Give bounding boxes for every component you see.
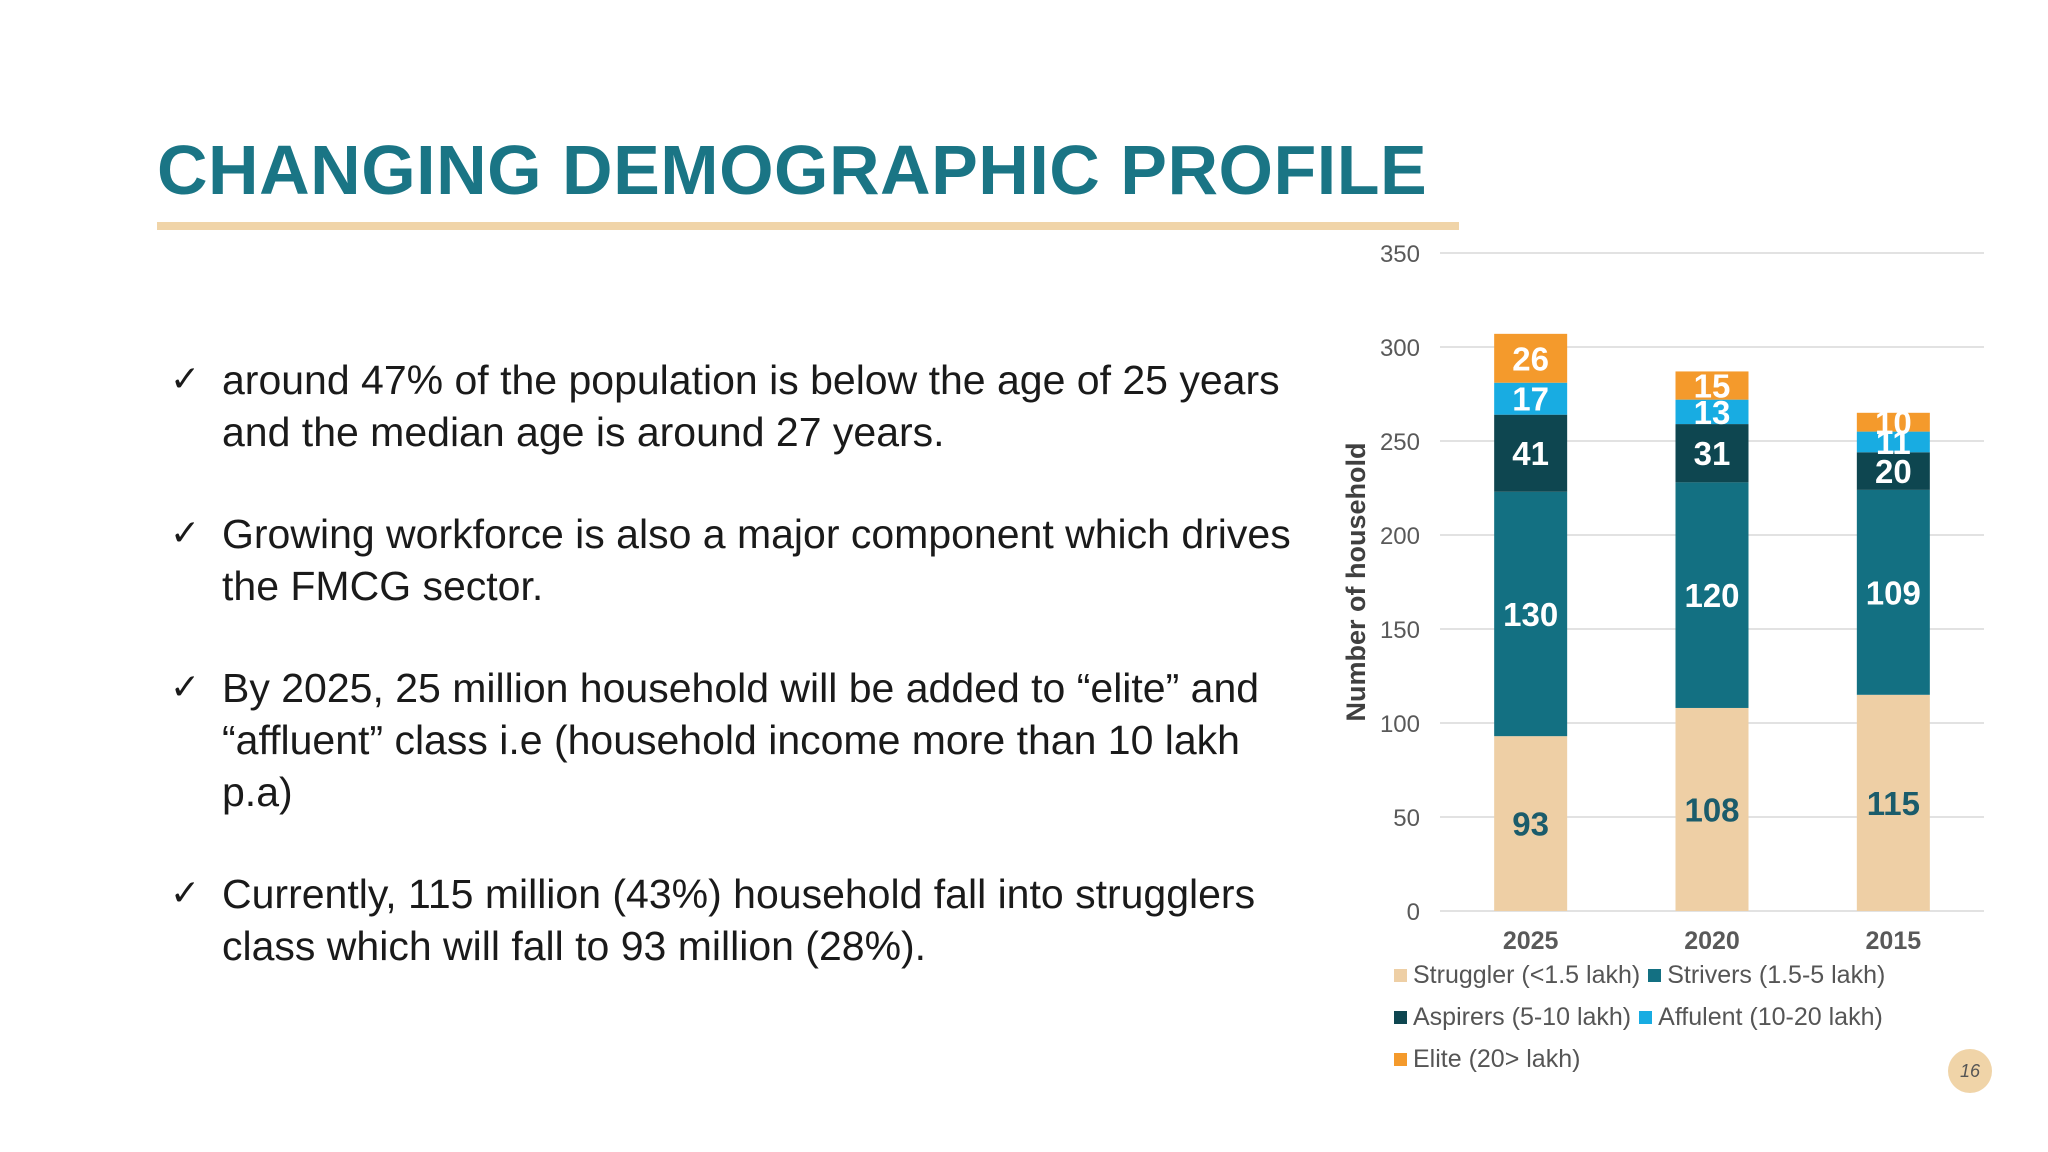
y-tick-label: 100: [1380, 711, 1420, 738]
bar-segment: [1856, 489, 1930, 695]
bar-segment: [1494, 333, 1568, 383]
title-underline: [157, 222, 1459, 230]
slide-title: CHANGING DEMOGRAPHIC PROFILE: [157, 131, 1428, 209]
bullet-item: ✓ By 2025, 25 million household will be …: [170, 662, 1320, 818]
bullet-item: ✓ Growing workforce is also a major comp…: [170, 508, 1320, 612]
page-number-badge: 16: [1948, 1049, 1992, 1093]
bar-segment: [1494, 491, 1568, 737]
bar-segment: [1675, 371, 1749, 400]
bar-segment: [1675, 399, 1749, 425]
data-label: 13: [1694, 394, 1731, 431]
bullet-text: Currently, 115 million (43%) household f…: [222, 871, 1256, 969]
y-tick-label: 0: [1407, 899, 1420, 926]
legend-item: Struggler (<1.5 lakh): [1394, 960, 1640, 990]
bullet-item: ✓ Currently, 115 million (43%) household…: [170, 868, 1320, 972]
legend-swatch: [1648, 968, 1662, 982]
data-label: 26: [1512, 340, 1549, 377]
legend-item: Strivers (1.5-5 lakh): [1648, 960, 1885, 990]
y-tick-label: 350: [1380, 241, 1420, 268]
bullet-item: ✓ around 47% of the population is below …: [170, 354, 1320, 458]
legend-swatch: [1394, 1052, 1407, 1066]
bar-segment: [1856, 412, 1930, 432]
legend-swatch: [1394, 1010, 1407, 1024]
chart-legend: Struggler (<1.5 lakh) Strivers (1.5-5 lak…: [1394, 960, 1954, 1074]
bullet-text: Growing workforce is also a major compon…: [222, 511, 1291, 609]
checkmark-icon: ✓: [170, 873, 201, 914]
data-label: 41: [1512, 435, 1549, 472]
legend-label: Affulent (10-20 lakh): [1658, 1003, 1883, 1031]
data-label: 109: [1866, 574, 1921, 611]
y-tick-label: 150: [1380, 617, 1420, 644]
data-label: 31: [1694, 435, 1731, 472]
data-label: 15: [1694, 368, 1731, 405]
bar-segment: [1856, 694, 1930, 911]
data-label: 108: [1684, 791, 1739, 828]
x-tick-label: 2025: [1503, 927, 1559, 955]
y-axis-label: Number of household: [1341, 443, 1371, 722]
data-label: 20: [1875, 453, 1912, 490]
data-label: 17: [1512, 381, 1549, 418]
checkmark-icon: ✓: [170, 513, 201, 554]
bar-segment: [1675, 424, 1749, 483]
legend-label: Strivers (1.5-5 lakh): [1667, 961, 1886, 989]
bar-segment: [1494, 736, 1568, 911]
bar-segment: [1856, 452, 1930, 490]
x-tick-label: 2020: [1684, 927, 1740, 955]
checkmark-icon: ✓: [170, 667, 201, 708]
x-tick-label: 2015: [1866, 927, 1922, 955]
legend-swatch: [1394, 968, 1407, 982]
bar-segment: [1856, 431, 1930, 453]
legend-item: Aspirers (5-10 lakh): [1394, 1002, 1631, 1032]
bullet-list: ✓ around 47% of the population is below …: [170, 354, 1320, 1022]
bullet-text: By 2025, 25 million household will be ad…: [222, 665, 1260, 815]
bar-segment: [1675, 707, 1749, 911]
legend-item: Affulent (10-20 lakh): [1639, 1002, 1883, 1032]
data-label: 115: [1867, 785, 1920, 822]
data-label: 93: [1512, 806, 1549, 843]
y-tick-label: 300: [1380, 335, 1420, 362]
y-tick-label: 250: [1380, 429, 1420, 456]
legend-label: Aspirers (5-10 lakh): [1413, 1003, 1632, 1031]
legend-item: Elite (20> lakh): [1394, 1044, 1580, 1074]
bar-segment: [1494, 382, 1568, 415]
bar-segment: [1675, 482, 1749, 708]
data-label: 120: [1684, 577, 1739, 614]
y-tick-label: 200: [1380, 523, 1420, 550]
legend-label: Elite (20> lakh): [1413, 1045, 1581, 1073]
bullet-text: around 47% of the population is below th…: [222, 357, 1280, 455]
bar-segment: [1494, 414, 1568, 492]
data-label: 10: [1875, 404, 1912, 441]
legend-label: Struggler (<1.5 lakh): [1413, 961, 1641, 989]
legend-swatch: [1639, 1010, 1653, 1024]
checkmark-icon: ✓: [170, 359, 201, 400]
y-tick-label: 50: [1393, 805, 1420, 832]
data-label: 130: [1503, 596, 1558, 633]
